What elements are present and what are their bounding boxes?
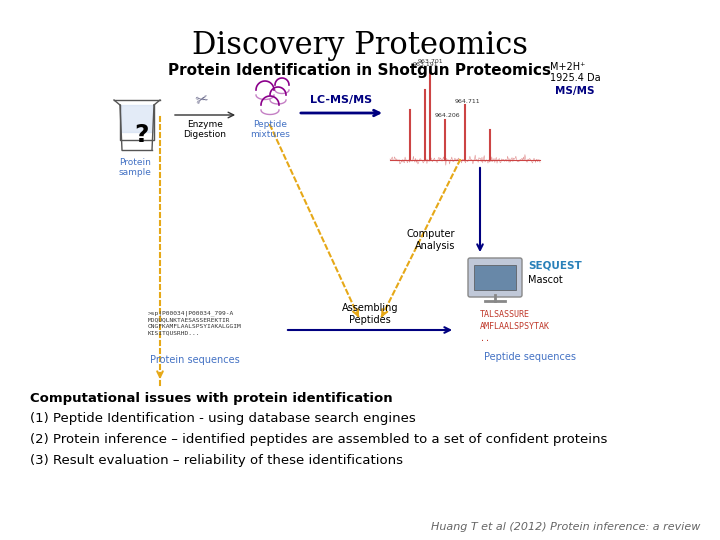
Text: 964.711: 964.711 <box>454 99 480 104</box>
Text: TALSASSURE
AMFLAALSPSYTAK
..: TALSASSURE AMFLAALSPSYTAK .. <box>480 310 550 342</box>
Text: Discovery Proteomics: Discovery Proteomics <box>192 30 528 61</box>
Text: Protein sequences: Protein sequences <box>150 355 240 365</box>
Text: Peptide
mixtures: Peptide mixtures <box>250 120 290 139</box>
Text: 964.206: 964.206 <box>434 113 460 118</box>
Text: Assembling
Peptides: Assembling Peptides <box>342 303 398 325</box>
Text: Peptide sequences: Peptide sequences <box>484 352 576 362</box>
Bar <box>474 265 516 290</box>
Text: (1) Peptide Identification - using database search engines: (1) Peptide Identification - using datab… <box>30 412 415 425</box>
Text: SEQUEST: SEQUEST <box>528 260 582 270</box>
Text: ✂: ✂ <box>194 91 210 109</box>
Text: 963.191: 963.191 <box>412 62 438 67</box>
Text: Computational issues with protein identification: Computational issues with protein identi… <box>30 392 392 405</box>
FancyBboxPatch shape <box>468 258 522 297</box>
Text: 1925.4 Da: 1925.4 Da <box>550 73 600 83</box>
Text: Protein
sample: Protein sample <box>119 158 151 178</box>
Text: Computer
Analysis: Computer Analysis <box>407 229 455 251</box>
Text: MS/MS: MS/MS <box>555 86 595 96</box>
Text: 963.701: 963.701 <box>417 59 443 64</box>
Text: Mascot: Mascot <box>528 275 563 285</box>
Text: (3) Result evaluation – reliability of these identifications: (3) Result evaluation – reliability of t… <box>30 454 403 467</box>
Text: (2) Protein inference – identified peptides are assembled to a set of confident : (2) Protein inference – identified pepti… <box>30 433 608 446</box>
Text: M+2H⁺: M+2H⁺ <box>550 62 585 72</box>
Text: ?: ? <box>135 123 149 147</box>
Text: Protein Identification in Shotgun Proteomics: Protein Identification in Shotgun Proteo… <box>168 63 552 78</box>
Text: LC-MS/MS: LC-MS/MS <box>310 95 372 105</box>
Text: >sp|P00034|P00034_799-A
MDQUQLNKTAESASSEREKTIR
CNGFKAMFLAALSPSYIAKALGGIM
KISITQU: >sp|P00034|P00034_799-A MDQUQLNKTAESASSE… <box>148 310 242 335</box>
Text: Huang T et al (2012) Protein inference: a review: Huang T et al (2012) Protein inference: … <box>431 522 700 532</box>
Text: Enzyme
Digestion: Enzyme Digestion <box>184 120 227 139</box>
